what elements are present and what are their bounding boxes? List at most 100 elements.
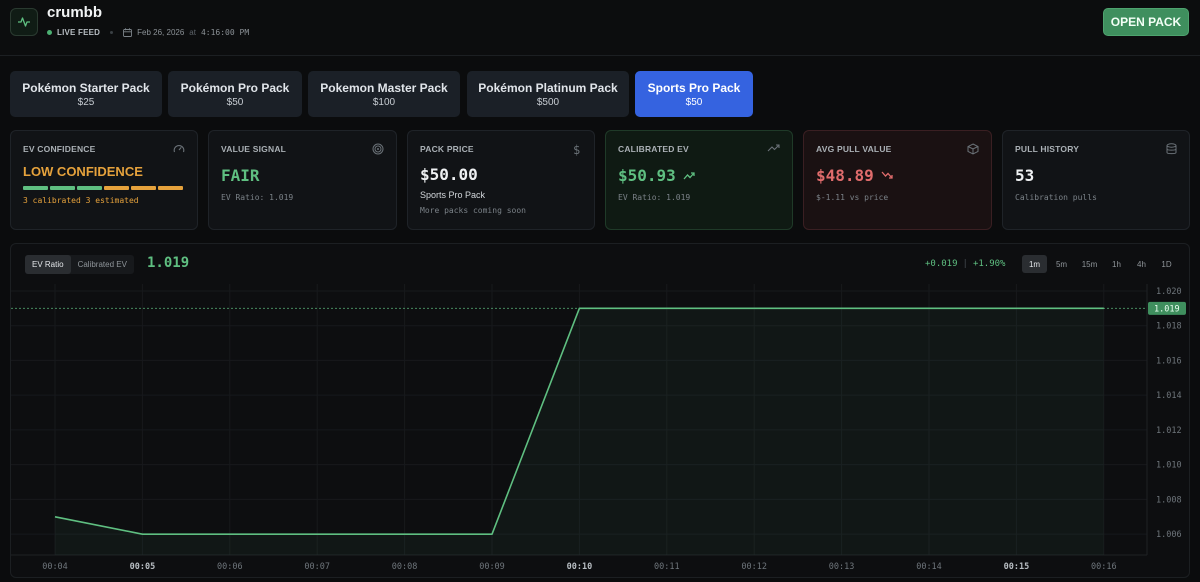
app-logo[interactable] [10, 8, 38, 36]
price-note: More packs coming soon [420, 206, 526, 215]
app-title: crumbb [47, 4, 103, 21]
chart-metric-toggle: EV Ratio Calibrated EV [25, 255, 134, 274]
price-pack-name: Sports Pro Pack [420, 190, 486, 200]
toggle-calibrated-ev[interactable]: Calibrated EV [77, 260, 127, 269]
pack-price: $100 [372, 97, 396, 108]
status-line: LIVE FEED Feb 26, 2026 at 4:16:00 PM [47, 28, 249, 37]
dollar-icon: $ [573, 143, 580, 156]
change-absolute: +0.019 [925, 259, 958, 269]
activity-icon [18, 17, 30, 27]
trend-down-icon [881, 171, 893, 179]
calibrated-bar [77, 186, 102, 190]
feed-time: 4:16:00 PM [200, 28, 250, 37]
live-feed-label: LIVE FEED [57, 28, 101, 37]
card-label: PULL HISTORY [1015, 144, 1080, 154]
pack-price: $25 [77, 97, 95, 108]
pack-name: Pokémon Starter Pack [22, 81, 150, 95]
y-tick-label: 1.008 [1156, 495, 1182, 505]
estimated-bar [131, 186, 156, 190]
calibrated-bar [23, 186, 48, 190]
x-tick-label: 00:08 [392, 562, 418, 572]
pack-tab-starter[interactable]: Pokémon Starter Pack $25 [10, 71, 162, 117]
pack-name: Pokémon Platinum Pack [478, 81, 618, 95]
x-tick-label: 00:06 [217, 562, 243, 572]
x-tick-label: 00:04 [42, 562, 68, 572]
change-separator: | [962, 259, 968, 269]
estimated-bar [104, 186, 129, 190]
timeframe-5m[interactable]: 5m [1055, 259, 1068, 269]
toggle-ev-ratio[interactable]: EV Ratio [25, 255, 71, 274]
card-label: CALIBRATED EV [618, 144, 689, 154]
timeframe-1h[interactable]: 1h [1112, 259, 1121, 269]
data-point [142, 533, 144, 535]
x-tick-label: 00:09 [479, 562, 505, 572]
y-tick-label: 1.018 [1156, 322, 1182, 332]
calibrated-ratio: EV Ratio: 1.019 [618, 193, 691, 202]
data-point [316, 533, 318, 535]
confidence-value: LOW CONFIDENCE [23, 164, 143, 179]
pack-tab-platinum[interactable]: Pokémon Platinum Pack $500 [467, 71, 629, 117]
chart-panel: EV Ratio Calibrated EV 1.019 +0.019 | +1.9… [10, 243, 1190, 578]
x-tick-label: 00:11 [654, 562, 680, 572]
y-tick-label: 1.020 [1156, 287, 1182, 297]
database-icon [1166, 143, 1177, 155]
avg-pull-value-card: AVG PULL VALUE $48.89 $-1.11 vs price [803, 130, 992, 230]
data-point [753, 307, 755, 309]
avg-pull-diff: $-1.11 vs price [816, 193, 889, 202]
top-bar: crumbb LIVE FEED Feb 26, 2026 at 4:16:00… [0, 0, 1200, 56]
timeframe-1d[interactable]: 1D [1161, 259, 1172, 269]
avg-pull-value: $48.89 [816, 166, 874, 185]
y-tick-label: 1.012 [1156, 426, 1182, 436]
x-tick-label: 00:14 [916, 562, 942, 572]
y-tick-label: 1.010 [1156, 461, 1182, 471]
change-percent: +1.90% [972, 259, 1006, 269]
ev-confidence-card: EV CONFIDENCE LOW CONFIDENCE 3 calibrate… [10, 130, 198, 230]
calibrated-value-row: $50.93 [618, 166, 780, 185]
gauge-icon [173, 145, 185, 153]
date-at: at [189, 28, 196, 37]
calibrated-value: $50.93 [618, 166, 676, 185]
x-tick-label: 00:13 [829, 562, 855, 572]
pack-tab-master[interactable]: Pokemon Master Pack $100 [308, 71, 460, 117]
pack-name: Pokemon Master Pack [320, 81, 448, 95]
pack-price: $500 [536, 97, 560, 108]
data-point [491, 533, 493, 535]
x-tick-label: 00:15 [1004, 562, 1030, 572]
history-count: 53 [1015, 166, 1035, 185]
trend-up-icon [683, 172, 695, 180]
calibrated-ev-card: CALIBRATED EV $50.93 EV Ratio: 1.019 [605, 130, 793, 230]
x-tick-label: 00:12 [741, 562, 767, 572]
ev-ratio-chart[interactable]: 1.020 1.018 1.016 1.014 1.012 1.010 1.008 1.006… [11, 284, 1190, 578]
timeframe-15m[interactable]: 15m [1081, 259, 1098, 269]
y-tick-label: 1.006 [1156, 530, 1182, 540]
x-tick-label: 00:10 [567, 562, 593, 572]
history-note: Calibration pulls [1015, 193, 1097, 202]
feed-date: Feb 26, 2026 [137, 28, 185, 37]
last-value-label: 1.019 [1154, 304, 1180, 314]
chart-current-value: 1.019 [147, 255, 190, 271]
open-pack-button[interactable]: OPEN PACK [1103, 8, 1189, 36]
trend-up-icon [767, 144, 780, 152]
signal-ratio: EV Ratio: 1.019 [221, 193, 294, 202]
calendar-icon [123, 28, 133, 37]
timeframe-selector: 1m 5m 15m 1h 4h 1D [1022, 255, 1180, 273]
timeframe-4h[interactable]: 4h [1137, 259, 1146, 269]
calibrated-bar [50, 186, 75, 190]
separator-dot [110, 31, 114, 34]
estimated-bar [158, 186, 183, 190]
y-tick-label: 1.014 [1156, 391, 1182, 401]
target-icon [372, 143, 384, 155]
card-label: AVG PULL VALUE [816, 144, 892, 154]
y-tick-label: 1.016 [1156, 356, 1182, 366]
x-tick-label: 00:07 [304, 562, 330, 572]
pack-tab-sports-pro[interactable]: Sports Pro Pack $50 [635, 71, 753, 117]
data-point [404, 533, 406, 535]
pack-price: $50 [685, 97, 703, 108]
timeframe-1m[interactable]: 1m [1022, 255, 1047, 273]
data-point [54, 516, 56, 518]
chart-change: +0.019 | +1.90% [925, 259, 1005, 269]
avg-pull-value-row: $48.89 [816, 166, 979, 185]
price-value: $50.00 [420, 165, 478, 184]
signal-value: FAIR [221, 166, 260, 185]
pack-tab-pro[interactable]: Pokémon Pro Pack $50 [168, 71, 302, 117]
